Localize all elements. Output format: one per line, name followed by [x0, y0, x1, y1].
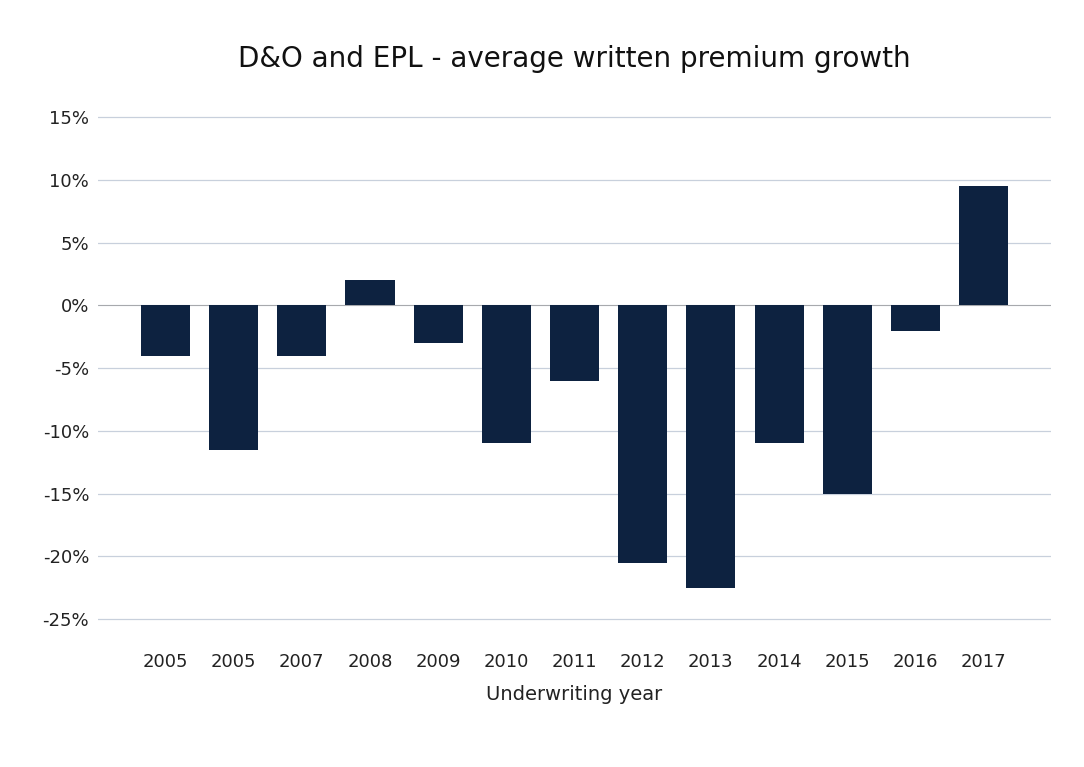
Bar — [209, 305, 258, 449]
Bar — [481, 305, 531, 443]
Bar — [278, 305, 326, 356]
Bar — [346, 280, 395, 305]
X-axis label: Underwriting year: Underwriting year — [487, 684, 662, 703]
Bar — [550, 305, 599, 380]
Bar — [959, 186, 1008, 305]
Bar — [686, 305, 735, 588]
Bar — [141, 305, 190, 356]
Bar — [823, 305, 872, 494]
Bar — [414, 305, 463, 343]
Bar — [891, 305, 940, 331]
Bar — [754, 305, 803, 443]
Bar — [618, 305, 668, 563]
Title: D&O and EPL - average written premium growth: D&O and EPL - average written premium gr… — [238, 45, 911, 73]
